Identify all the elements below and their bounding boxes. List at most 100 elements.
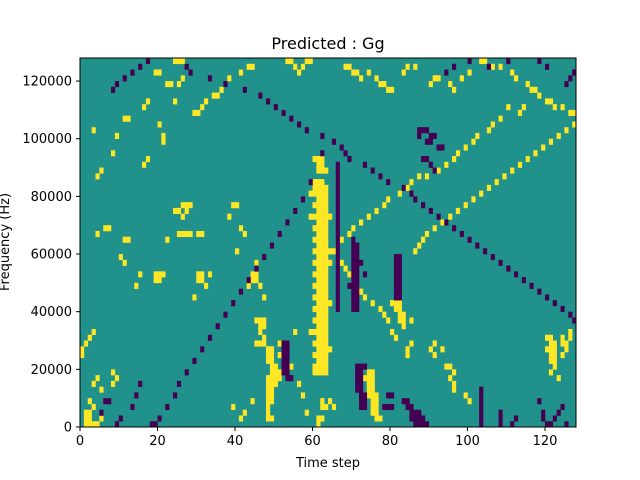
heatmap-cell-low <box>351 277 356 284</box>
x-tick-label: 40 <box>227 434 244 449</box>
heatmap-cell-high <box>359 288 364 295</box>
heatmap-cell-low <box>355 277 360 284</box>
heatmap-cell-high <box>269 369 275 376</box>
heatmap-cell-high <box>196 271 201 278</box>
heatmap-cell-high <box>521 104 526 111</box>
heatmap-cell-high <box>176 58 182 65</box>
heatmap-cell-high <box>370 386 375 393</box>
heatmap-cell-low <box>397 265 402 272</box>
heatmap-cell-high <box>448 81 453 88</box>
heatmap-cell-high <box>176 207 182 214</box>
plot-area <box>79 57 577 428</box>
heatmap-cell-low <box>514 415 519 422</box>
heatmap-cell-low <box>514 271 519 278</box>
heatmap-cell-high <box>320 167 325 174</box>
heatmap-cell-low <box>362 398 368 405</box>
heatmap-cell-high <box>188 202 193 209</box>
heatmap-cell-high <box>452 156 457 163</box>
heatmap-cell-low <box>355 386 360 393</box>
heatmap-cell-low <box>355 369 360 376</box>
heatmap-cell-high <box>320 415 325 422</box>
heatmap-cell-high <box>498 115 503 122</box>
heatmap-cell-low <box>351 300 356 307</box>
heatmap-cell-high <box>316 282 321 289</box>
x-tick-label: 0 <box>76 434 84 449</box>
heatmap-cell-low <box>479 403 484 411</box>
heatmap-cell-low <box>173 392 178 399</box>
heatmap-cell-low <box>498 415 503 422</box>
heatmap-cell-low <box>351 242 356 249</box>
heatmap-cell-high <box>432 75 437 82</box>
heatmap-cell-high <box>87 398 92 405</box>
heatmap-cell-high <box>405 352 410 359</box>
y-tick-label: 20000 <box>31 363 72 378</box>
heatmap-cell-low <box>254 265 259 272</box>
heatmap-cell-low <box>238 288 244 295</box>
heatmap-cell-high <box>545 334 550 341</box>
heatmap-cell-high <box>564 127 569 134</box>
heatmap-cell-high <box>366 375 371 382</box>
heatmap-cell-high <box>266 403 271 411</box>
heatmap-cell-high <box>432 352 437 359</box>
heatmap-cell-low <box>397 277 402 284</box>
heatmap-cell-high <box>297 380 302 387</box>
heatmap-cell-high <box>316 265 321 272</box>
heatmap-cell-high <box>552 104 557 111</box>
heatmap-cell-high <box>548 334 554 341</box>
heatmap-cell-high <box>374 409 379 416</box>
heatmap-cell-low <box>417 421 422 428</box>
heatmap-cell-high <box>320 300 325 307</box>
heatmap-cell-high <box>320 242 325 249</box>
y-tick-label: 60000 <box>31 248 72 263</box>
heatmap-cell-high <box>347 63 352 70</box>
heatmap-cell-low <box>564 81 569 88</box>
heatmap-cell-low <box>138 380 143 387</box>
heatmap-cell-high <box>455 207 461 214</box>
heatmap-cell-high <box>262 294 267 301</box>
heatmap-cell-low <box>149 421 154 428</box>
heatmap-cell-high <box>393 334 399 341</box>
heatmap-cell-high <box>316 328 321 336</box>
heatmap-cell-high <box>200 230 205 238</box>
heatmap-cell-high <box>324 369 329 376</box>
heatmap-cell-low <box>223 311 228 318</box>
heatmap-cell-low <box>335 277 340 284</box>
heatmap-cell-low <box>359 369 364 376</box>
heatmap-cell-high <box>196 109 201 116</box>
heatmap-cell-high <box>316 196 321 203</box>
heatmap-cell-high <box>312 305 317 312</box>
heatmap-cell-high <box>320 277 325 284</box>
heatmap-cell-high <box>374 398 379 405</box>
heatmap-cell-high <box>328 213 333 220</box>
heatmap-cell-high <box>560 340 565 347</box>
heatmap-cell-high <box>250 271 255 278</box>
heatmap-cell-low <box>397 271 402 278</box>
heatmap-cell-high <box>320 219 325 226</box>
heatmap-cell-high <box>316 300 321 307</box>
heatmap-cell-high <box>548 98 554 105</box>
heatmap-cell-high <box>316 156 321 163</box>
heatmap-cell-high <box>254 271 259 278</box>
heatmap-cell-high <box>266 375 271 382</box>
heatmap-cell-high <box>153 69 158 76</box>
heatmap-cell-low <box>401 398 406 405</box>
heatmap-cell-high <box>324 248 329 255</box>
heatmap-cell-high <box>359 75 364 82</box>
heatmap-cell-low <box>339 144 344 151</box>
heatmap-cell-low <box>285 369 290 376</box>
heatmap-cell-low <box>355 254 360 261</box>
heatmap-cell-high <box>293 328 298 336</box>
heatmap-cell-low <box>359 398 364 405</box>
heatmap-cell-high <box>428 346 433 353</box>
heatmap-cell-low <box>335 207 340 214</box>
heatmap-cell-low <box>335 236 340 243</box>
heatmap-cell-low <box>428 207 433 214</box>
heatmap-cell-low <box>370 167 375 174</box>
heatmap-cell-low <box>157 415 162 422</box>
heatmap-cell-high <box>316 311 321 318</box>
heatmap-cell-high <box>463 392 468 399</box>
heatmap-cell-low <box>297 121 302 128</box>
heatmap-cell-high <box>238 225 244 232</box>
heatmap-cell-high <box>312 225 317 232</box>
heatmap-cell-high <box>258 323 263 330</box>
